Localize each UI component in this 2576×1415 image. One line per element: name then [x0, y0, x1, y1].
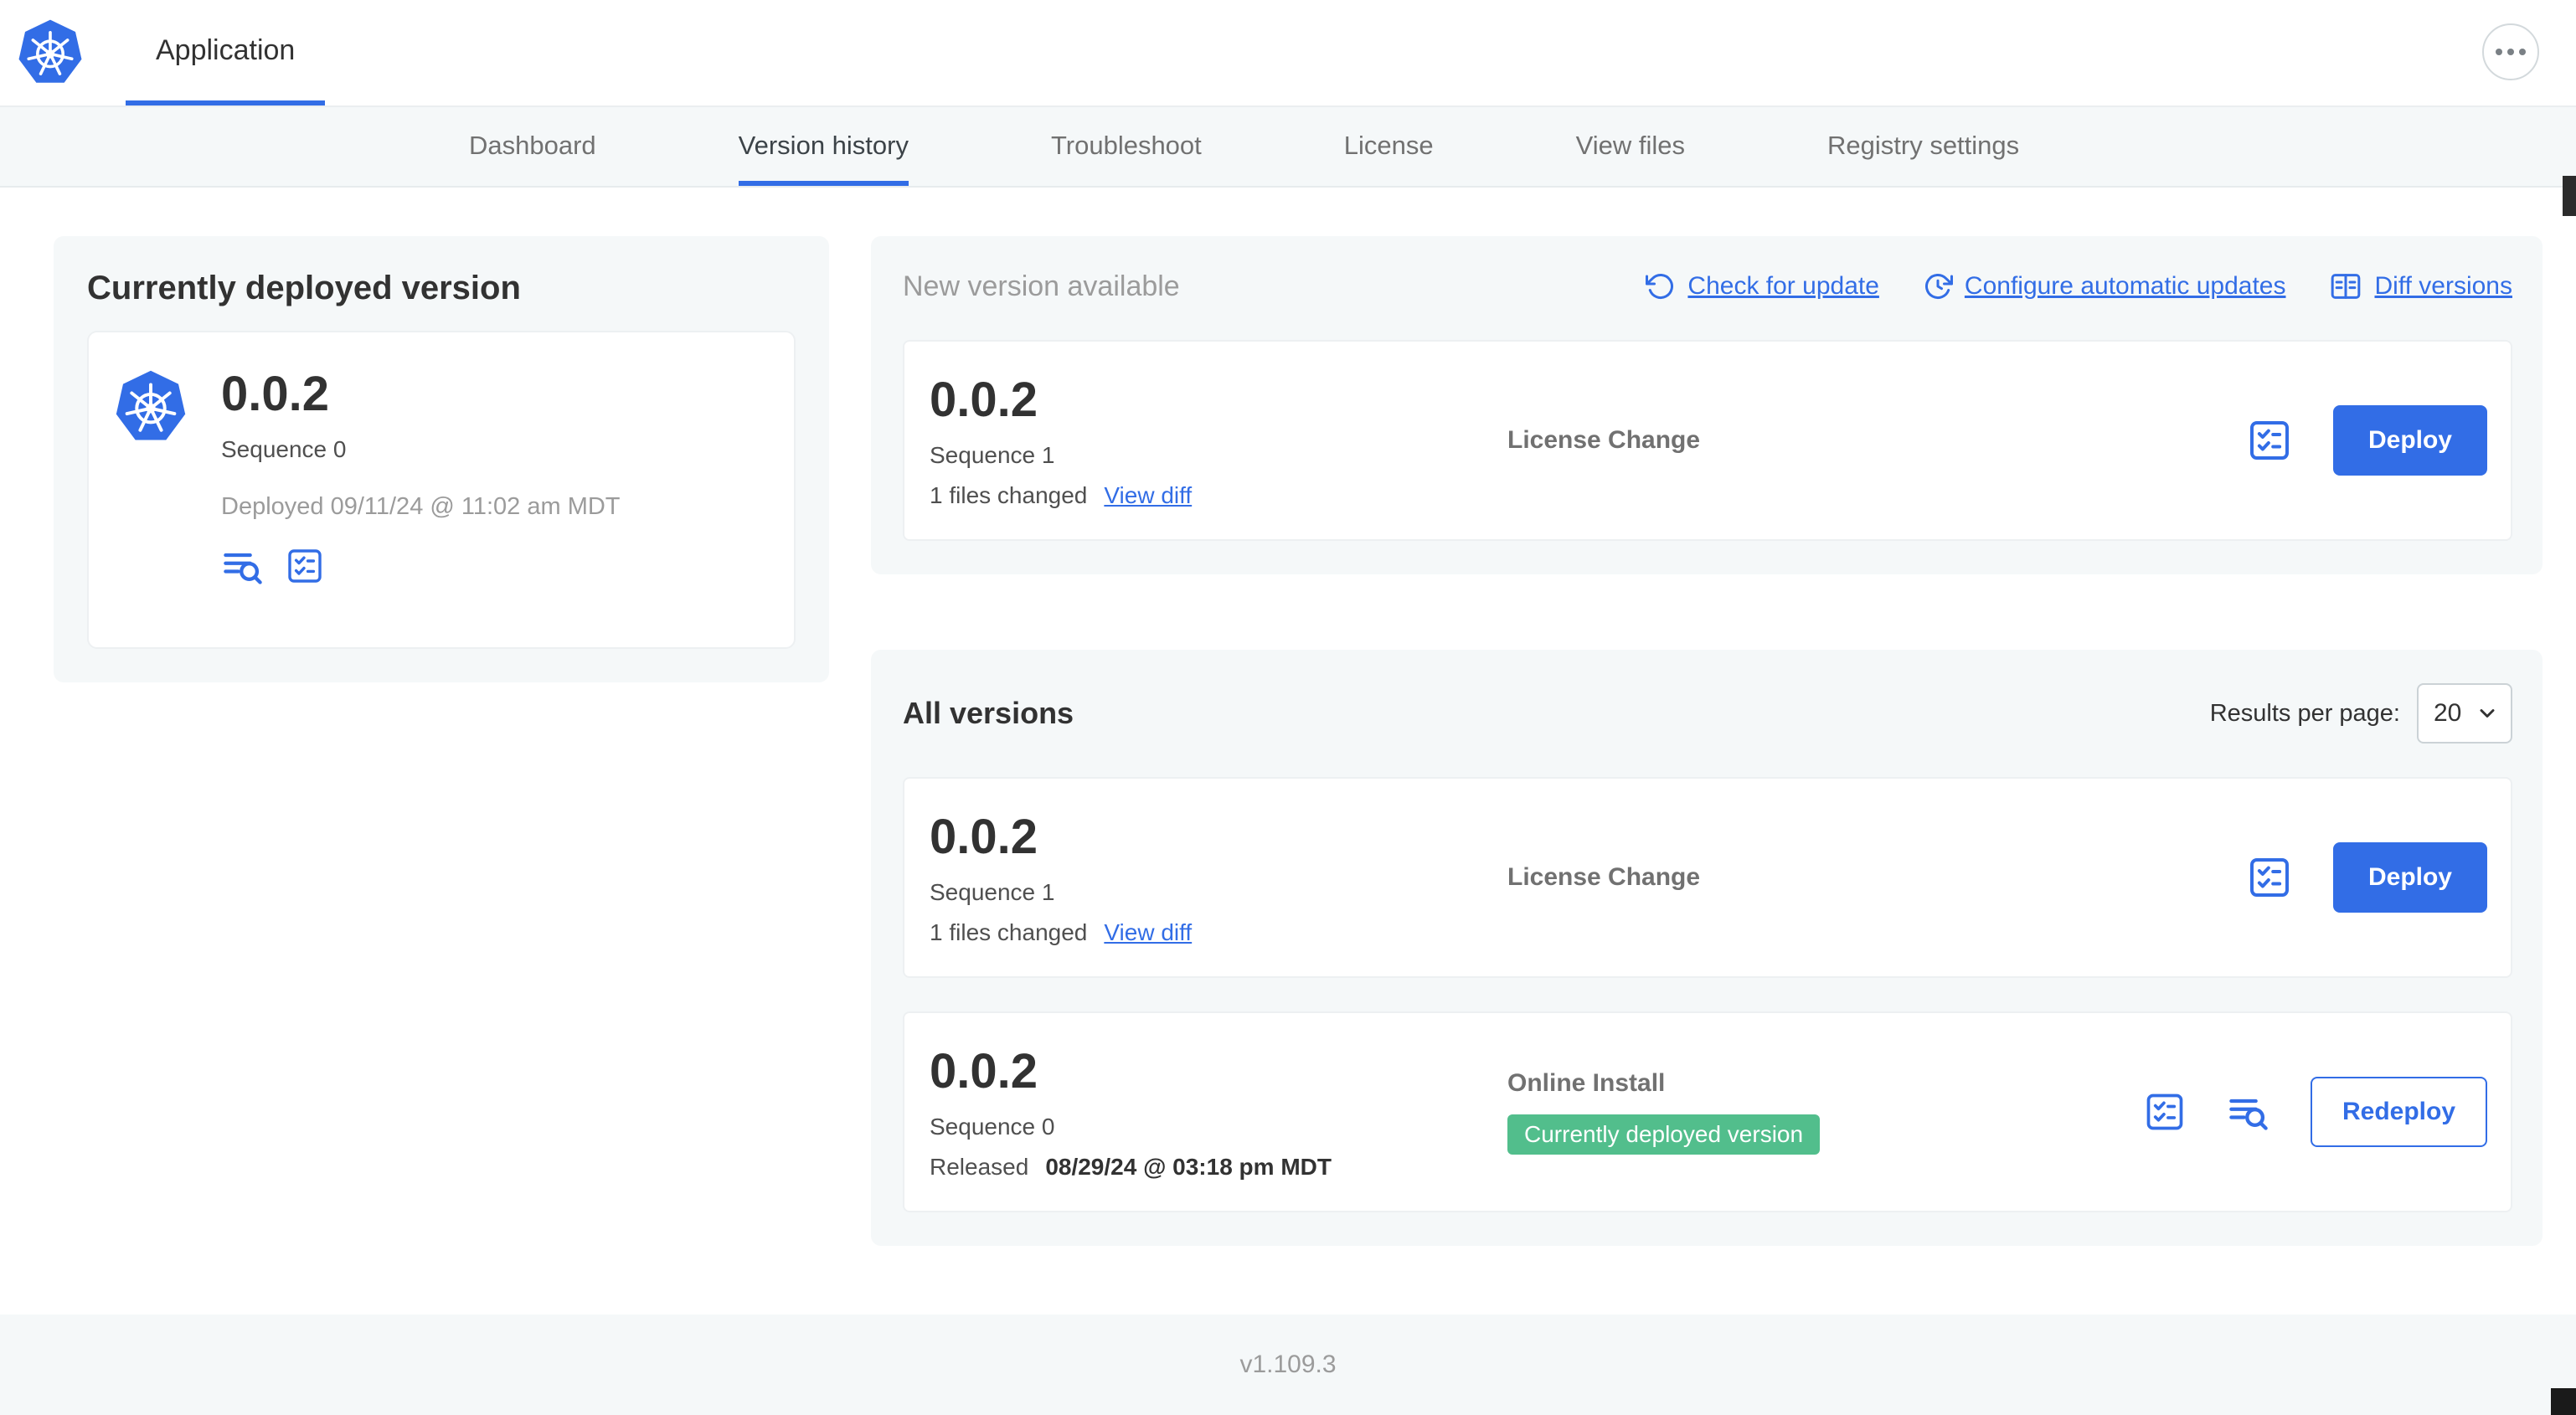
tab-dashboard[interactable]: Dashboard — [469, 131, 596, 160]
diff-icon — [2329, 270, 2362, 303]
update-actions: Check for update Configure automatic upd… — [1646, 270, 2512, 303]
new-version-title: New version available — [903, 270, 1180, 302]
version-actions: Deploy — [2246, 405, 2487, 476]
kubernetes-logo — [114, 369, 188, 443]
results-per-page-value: 20 — [2434, 699, 2462, 727]
current-version-card: 0.0.2 Sequence 0 Deployed 09/11/24 @ 11:… — [87, 331, 796, 649]
sequence-label: Sequence 0 — [221, 436, 347, 462]
footer: v1.109.3 — [0, 1315, 2576, 1415]
version-source-block: License Change — [1507, 863, 2246, 892]
all-versions-panel: All versions Results per page: 20 0.0.2 … — [871, 650, 2543, 1246]
released-row: Released 08/29/24 @ 03:18 pm MDT — [930, 1154, 1507, 1181]
check-update-icon — [1646, 271, 1676, 301]
results-per-page-label: Results per page: — [2209, 699, 2400, 727]
files-changed-row: 1 files changed View diff — [930, 919, 1507, 946]
version-info: 0.0.2 Sequence 1 1 files changed View di… — [930, 372, 1507, 509]
tab-view-files[interactable]: View files — [1575, 131, 1686, 160]
tab-registry-settings[interactable]: Registry settings — [1827, 131, 2020, 160]
version-source-block: Online Install Currently deployed versio… — [1507, 1069, 2143, 1155]
new-version-header: New version available Check for update C… — [903, 270, 2512, 303]
version-number: 0.0.2 — [930, 810, 1038, 864]
diff-versions-label: Diff versions — [2374, 272, 2512, 300]
files-changed-label: 1 files changed — [930, 482, 1088, 508]
version-actions: Deploy — [2246, 842, 2487, 913]
version-source: Online Install — [1507, 1069, 1666, 1097]
config-checklist-icon — [2246, 854, 2293, 901]
current-version-panel: Currently deployed version 0.0.2 Sequenc… — [54, 236, 829, 682]
subnav: Dashboard Version history Troubleshoot L… — [0, 107, 2576, 188]
check-for-update-label: Check for update — [1687, 272, 1879, 300]
redeploy-button[interactable]: Redeploy — [2310, 1077, 2487, 1147]
version-number: 0.0.2 — [930, 1044, 1038, 1099]
main-content: Currently deployed version 0.0.2 Sequenc… — [0, 188, 2576, 1315]
version-row: 0.0.2 Sequence 1 1 files changed View di… — [903, 777, 2512, 978]
released-label: Released — [930, 1154, 1029, 1180]
version-number: 0.0.2 — [221, 367, 329, 421]
scrollbar-corner — [2551, 1388, 2576, 1415]
version-source-block: License Change — [1507, 426, 2246, 455]
tab-license[interactable]: License — [1343, 131, 1434, 160]
current-version-info: 0.0.2 Sequence 0 Deployed 09/11/24 @ 11:… — [221, 363, 621, 617]
files-changed-row: 1 files changed View diff — [930, 482, 1507, 509]
more-button[interactable] — [2482, 23, 2539, 80]
view-diff-link[interactable]: View diff — [1104, 919, 1193, 945]
tab-version-history[interactable]: Version history — [738, 107, 909, 186]
version-row: 0.0.2 Sequence 0 Released 08/29/24 @ 03:… — [903, 1011, 2512, 1212]
view-config-button[interactable] — [2143, 1090, 2187, 1134]
right-column: New version available Check for update C… — [871, 236, 2543, 1246]
results-per-page-select[interactable]: 20 — [2417, 683, 2512, 744]
version-info: 0.0.2 Sequence 1 1 files changed View di… — [930, 809, 1507, 946]
app-title: Application — [156, 33, 296, 66]
more-icon — [2496, 49, 2526, 55]
configure-automatic-updates-link[interactable]: Configure automatic updates — [1923, 271, 2286, 301]
version-info: 0.0.2 Sequence 0 Released 08/29/24 @ 03:… — [930, 1043, 1507, 1181]
view-config-button[interactable] — [2246, 854, 2293, 901]
tab-troubleshoot[interactable]: Troubleshoot — [1050, 131, 1202, 160]
currently-deployed-badge: Currently deployed version — [1507, 1114, 1821, 1155]
release-notes-button[interactable] — [2227, 1090, 2270, 1134]
app-tab-application[interactable]: Application — [126, 0, 326, 105]
all-versions-header: All versions Results per page: 20 — [903, 683, 2512, 744]
sequence-label: Sequence 0 — [930, 1114, 1055, 1140]
current-version-actions — [221, 544, 621, 588]
deploy-button[interactable]: Deploy — [2332, 405, 2487, 476]
view-config-button[interactable] — [2246, 417, 2293, 464]
release-notes-icon — [221, 544, 265, 588]
sequence-label: Sequence 1 — [930, 442, 1055, 468]
sequence-label: Sequence 1 — [930, 879, 1055, 905]
top-header: Application — [0, 0, 2576, 107]
scrollbar-thumb[interactable] — [2563, 176, 2576, 216]
config-checklist-icon — [285, 546, 325, 586]
config-checklist-icon — [2143, 1090, 2187, 1134]
chevron-down-icon — [2476, 702, 2499, 725]
version-source: License Change — [1507, 426, 1701, 454]
version-source: License Change — [1507, 863, 1701, 891]
new-version-panel: New version available Check for update C… — [871, 236, 2543, 574]
auto-update-icon — [1923, 271, 1953, 301]
deployed-timestamp: Deployed 09/11/24 @ 11:02 am MDT — [221, 493, 621, 520]
view-diff-link[interactable]: View diff — [1104, 482, 1193, 508]
diff-versions-link[interactable]: Diff versions — [2329, 270, 2512, 303]
results-per-page: Results per page: 20 — [2210, 683, 2512, 744]
version-number: 0.0.2 — [930, 373, 1038, 427]
files-changed-label: 1 files changed — [930, 919, 1088, 945]
config-checklist-icon — [2246, 417, 2293, 464]
app-version-text: v1.109.3 — [1239, 1351, 1337, 1378]
release-notes-button[interactable] — [221, 544, 265, 588]
released-timestamp: 08/29/24 @ 03:18 pm MDT — [1045, 1154, 1332, 1180]
check-for-update-link[interactable]: Check for update — [1646, 271, 1879, 301]
release-notes-icon — [2227, 1090, 2270, 1134]
new-version-row: 0.0.2 Sequence 1 1 files changed View di… — [903, 340, 2512, 541]
kubernetes-logo — [17, 18, 84, 85]
deploy-button[interactable]: Deploy — [2332, 842, 2487, 913]
version-actions: Redeploy — [2143, 1077, 2487, 1147]
all-versions-title: All versions — [903, 696, 1074, 730]
current-version-title: Currently deployed version — [87, 270, 521, 306]
configure-automatic-updates-label: Configure automatic updates — [1964, 272, 2286, 300]
view-config-button[interactable] — [285, 546, 325, 586]
